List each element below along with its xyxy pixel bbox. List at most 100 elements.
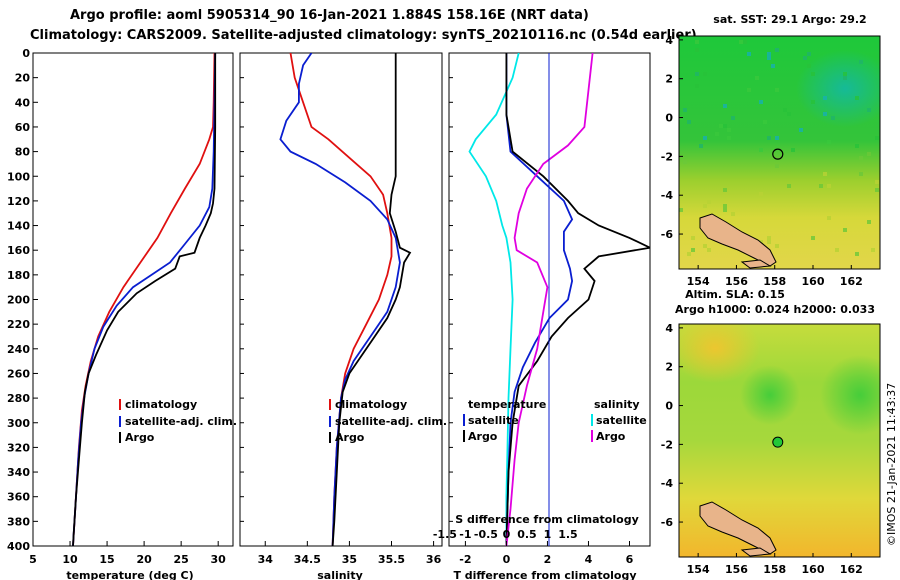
title-line-1: Argo profile: aoml 5905314_90 16-Jan-202… (70, 8, 589, 23)
sst-pixel (747, 52, 751, 56)
legend-label-argo: Argo (335, 431, 365, 444)
x-tick-label: 25 (173, 553, 188, 566)
sst-map-title: sat. SST: 29.1 Argo: 29.2 (713, 13, 866, 26)
map-x-tick-label: 154 (687, 563, 710, 576)
sst-pixel (755, 76, 759, 80)
t-difference-axis-label: T difference from climatology (453, 569, 636, 580)
sst-pixel (695, 40, 699, 44)
sst-pixel (811, 236, 815, 240)
x-tick-label: 30 (211, 553, 227, 566)
map-y-tick-label: 4 (665, 34, 673, 47)
x-tick-label: 2 (544, 553, 552, 566)
sst-map-axes: 154 156 158 160 162 4 2 0 -2 -4 -6 (661, 34, 863, 288)
depth-tick-label: 20 (15, 72, 31, 85)
x-tick-label: 4 (585, 553, 593, 566)
sst-pixel (687, 120, 691, 124)
difference-series-group (468, 53, 650, 546)
sst-pixel (691, 236, 695, 240)
sst-pixel (783, 108, 787, 112)
series-line-salinity-satellite (505, 53, 594, 546)
x-tick-label: 20 (136, 553, 152, 566)
top-tick-label: 0 (503, 528, 511, 541)
sst-pixel (855, 144, 859, 148)
sst-pixel (843, 76, 847, 80)
x-tick-label: 36 (426, 553, 442, 566)
island (740, 547, 772, 557)
argo-location-marker (772, 148, 784, 160)
s-difference-axis-label: S difference from climatology (455, 513, 639, 526)
sst-pixel (859, 172, 863, 176)
map-x-tick-label: 154 (687, 275, 710, 288)
temperature-panel-frame (32, 52, 234, 547)
sla-low-patch (820, 355, 880, 435)
sst-pixel (859, 60, 863, 64)
depth-tick-label: 100 (7, 170, 30, 183)
sst-pixel (727, 128, 731, 132)
sst-pixel (695, 48, 699, 52)
legend-label-climatology: climatology (125, 398, 197, 411)
legend-title-salinity: salinity (594, 398, 640, 411)
sst-pixel (775, 136, 779, 140)
sst-pixel (775, 48, 779, 52)
sst-pixel (703, 204, 707, 208)
sst-pixel (811, 100, 815, 104)
sst-pixel (731, 212, 735, 216)
coastline (699, 501, 777, 555)
x-tick-label: 34.5 (294, 553, 321, 566)
map-y-tick-label: 2 (665, 73, 673, 86)
map-x-tick-label: 162 (840, 563, 863, 576)
sst-pixel (767, 136, 771, 140)
sst-pixel (775, 88, 779, 92)
sst-pixel (759, 100, 763, 104)
argo-location-marker (772, 436, 784, 448)
sst-pixel (867, 108, 871, 112)
x-tick-label: 34 (258, 553, 274, 566)
depth-tick-label: 320 (7, 441, 30, 454)
sst-pixel (743, 40, 747, 44)
sst-pixel (855, 96, 859, 100)
sst-pixel (703, 72, 707, 76)
title-line-2: Climatology: CARS2009. Satellite-adjuste… (30, 28, 697, 43)
sst-pixel (775, 164, 779, 168)
map-y-tick-label: -6 (661, 516, 674, 529)
sla-high-patch (679, 324, 760, 383)
series-line-climatology (72, 53, 216, 546)
sst-pixel (823, 112, 827, 116)
legend-label-temp-satellite: satellite (468, 414, 519, 427)
depth-tick-label: 160 (7, 244, 30, 257)
sst-pixel (687, 252, 691, 256)
sst-pixel (679, 208, 683, 212)
sst-pixel (843, 72, 847, 76)
series-line-temperature-satellite (468, 53, 520, 546)
depth-tick-label: 240 (7, 343, 30, 356)
sst-pixel (835, 248, 839, 252)
map-x-tick-label: 160 (802, 275, 825, 288)
depth-tick-label: 340 (7, 466, 30, 479)
map-x-tick-label: 158 (763, 275, 786, 288)
map-y-tick-label: -4 (661, 477, 674, 490)
sla-map-frame (678, 323, 881, 558)
sst-pixel (843, 228, 847, 232)
sst-pixel (875, 136, 879, 140)
x-tick-label: 5 (29, 553, 37, 566)
legend-label-satellite: satellite-adj. clim. (335, 415, 447, 428)
map-x-tick-label: 158 (763, 563, 786, 576)
series-line-satellite-adj-clim- (72, 53, 217, 546)
x-tick-label: 10 (62, 553, 78, 566)
depth-tick-label: 40 (15, 96, 31, 109)
temperature-axis-label: temperature (deg C) (66, 569, 193, 580)
sst-pixel (767, 56, 771, 60)
sst-pixel (803, 56, 807, 60)
sst-pixel (775, 244, 779, 248)
difference-legend: temperature salinity satellite Argo sate… (463, 398, 647, 443)
sst-cool-patch (740, 50, 880, 160)
sst-pixel (703, 136, 707, 140)
top-tick-label: 1 (544, 528, 552, 541)
depth-tick-label: 180 (7, 269, 30, 282)
sst-texture (679, 40, 879, 264)
depth-tick-label: 380 (7, 515, 30, 528)
map-x-tick-label: 160 (802, 563, 825, 576)
top-tick-label: 1.5 (558, 528, 578, 541)
sst-pixel (723, 124, 727, 128)
coastline (699, 213, 777, 267)
